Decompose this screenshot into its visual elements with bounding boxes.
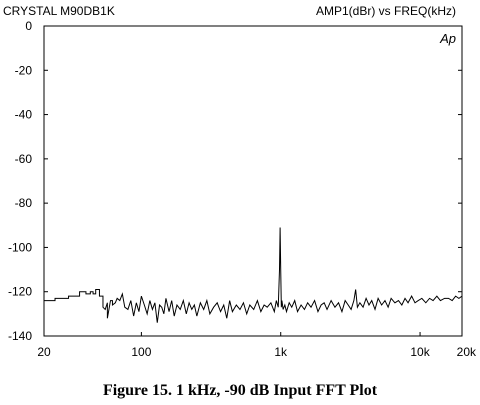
x-tick-label: 100 [131,345,151,359]
y-tick-label: -100 [8,240,32,254]
x-tick-label: 20k [457,345,477,359]
y-axis: 0 -20 -40 -60 -80 -100 -120 -140 [8,19,462,343]
x-tick-label: 20 [37,345,51,359]
plot-frame [43,25,463,337]
x-axis: 20 100 1k 10k 20k [37,332,477,359]
figure-caption: Figure 15. 1 kHz, -90 dB Input FFT Plot [103,382,378,399]
y-tick-label: -60 [15,152,33,166]
x-tick-label: 10k [410,345,430,359]
header-left: CRYSTAL M90DB1K [3,4,115,18]
y-tick-label: -80 [15,196,33,210]
y-tick-label: -140 [8,329,32,343]
y-tick-label: 0 [25,19,32,33]
fft-trace [44,227,463,323]
y-tick-label: -40 [15,108,33,122]
y-tick-label: -20 [15,63,33,77]
ap-watermark: Ap [439,31,456,46]
header-right: AMP1(dBr) vs FREQ(kHz) [316,4,456,18]
x-tick-label: 1k [274,345,288,359]
y-tick-label: -120 [8,285,32,299]
